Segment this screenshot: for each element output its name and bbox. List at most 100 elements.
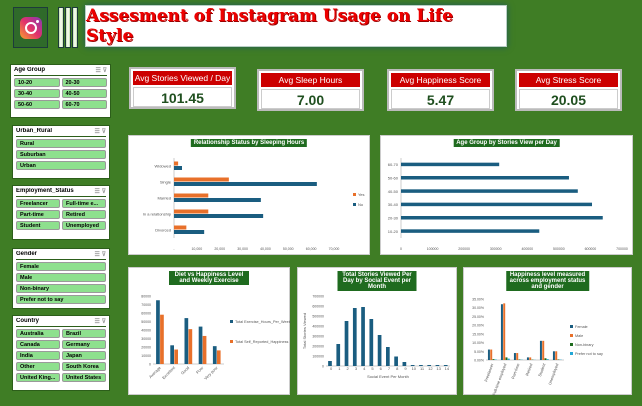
bar bbox=[500, 304, 503, 360]
slicer-item[interactable]: Other bbox=[16, 362, 60, 371]
y-tick-label: 0.00% bbox=[474, 359, 484, 363]
slicer-item[interactable]: Urban bbox=[16, 161, 106, 170]
slicer-item[interactable]: 30-40 bbox=[14, 89, 60, 98]
bar bbox=[435, 365, 440, 366]
bar bbox=[401, 162, 500, 167]
bar bbox=[156, 300, 160, 364]
slicer-item[interactable]: Male bbox=[16, 273, 106, 282]
kpi-value: 5.47 bbox=[391, 89, 490, 109]
slicer-item[interactable]: Brazil bbox=[62, 329, 106, 338]
bar bbox=[552, 351, 555, 360]
bar bbox=[507, 358, 510, 360]
kpi-card: Avg Sleep Hours 7.00 bbox=[257, 69, 364, 111]
y-tick-label: 50000 bbox=[141, 320, 151, 324]
bar bbox=[174, 177, 229, 182]
y-tick-label: 200000 bbox=[312, 345, 324, 349]
bar bbox=[328, 361, 332, 366]
category-label: 40-50 bbox=[388, 189, 399, 194]
slicer-gender[interactable]: Gender ☰ ⊽ Female Male Non-binary Prefer not… bbox=[12, 248, 110, 309]
chart-3[interactable]: Total Stories Viewed Per Day by Social E… bbox=[297, 267, 457, 395]
kpi-value: 20.05 bbox=[519, 89, 618, 109]
category-label: Retired bbox=[524, 363, 533, 377]
clear-filter-icon[interactable]: ⊽ bbox=[101, 319, 106, 325]
multi-select-icon[interactable]: ☰ bbox=[95, 68, 101, 74]
bar bbox=[174, 349, 178, 364]
slicer-item[interactable]: Prefer not to say bbox=[16, 295, 106, 304]
kpi-label: Avg Sleep Hours bbox=[261, 73, 360, 87]
kpi-value: 7.00 bbox=[261, 89, 360, 109]
slicer-item[interactable]: 20-30 bbox=[61, 78, 107, 87]
clear-filter-icon[interactable]: ⊽ bbox=[101, 189, 106, 195]
clear-filter-icon[interactable]: ⊽ bbox=[102, 68, 107, 74]
x-tick-label: 700000 bbox=[616, 247, 628, 251]
clear-filter-icon[interactable]: ⊽ bbox=[101, 252, 106, 258]
multi-select-icon[interactable]: ☰ bbox=[94, 129, 100, 135]
chart-4[interactable]: Happiness level measured across employme… bbox=[463, 267, 632, 396]
slicer-item[interactable]: Female bbox=[16, 262, 106, 271]
y-tick-label: 5.00% bbox=[474, 350, 484, 354]
slicer-item[interactable]: Rural bbox=[16, 139, 106, 148]
slicer-item[interactable]: Unemployed bbox=[62, 221, 106, 230]
slicer-item[interactable]: Canada bbox=[16, 340, 60, 349]
bar bbox=[443, 365, 448, 366]
chart-svg: 0 100000 200000 300000 400000 500000 600000 700… bbox=[302, 295, 450, 379]
category-label: 1 bbox=[338, 366, 341, 371]
x-tick-label: 30,000 bbox=[237, 247, 248, 251]
slicer-item[interactable]: 40-50 bbox=[61, 89, 107, 98]
slicer-item[interactable]: South Korea bbox=[62, 362, 106, 371]
bar bbox=[174, 182, 317, 186]
x-tick-label: - bbox=[173, 247, 175, 251]
slicer-item[interactable]: Student bbox=[16, 221, 60, 230]
y-tick-label: 700000 bbox=[312, 295, 324, 299]
bar bbox=[401, 216, 603, 220]
slicer-item[interactable]: Australia bbox=[16, 329, 60, 338]
slicer-item[interactable]: 60-70 bbox=[61, 100, 107, 109]
bar bbox=[160, 314, 164, 364]
y-tick-label: 40000 bbox=[141, 329, 151, 333]
slicer-item[interactable]: 50-60 bbox=[14, 100, 60, 109]
slicer-item[interactable]: Full-time e... bbox=[62, 199, 106, 208]
slicer-age-group[interactable]: Age Group ☰ ⊽ 10-20 20-30 30-40 40-50 50-60 60… bbox=[10, 64, 111, 118]
legend-swatch bbox=[353, 203, 356, 206]
multi-select-icon[interactable]: ☰ bbox=[94, 252, 100, 258]
slicer-title: Employment_Status bbox=[16, 188, 74, 194]
chart-svg: 0 100000 200000 300000 400000 500000 600000 700… bbox=[388, 158, 628, 251]
chart-1[interactable]: Age Group by Stories View per Day 0 100000… bbox=[380, 135, 633, 255]
slicer-item[interactable]: 10-20 bbox=[14, 78, 60, 87]
chart-2[interactable]: Diet vs Happiness Level and Weekly Exerc… bbox=[128, 267, 291, 395]
category-label: 11 bbox=[420, 366, 425, 371]
x-tick-label: 50,000 bbox=[283, 247, 294, 251]
slicer-urban-rural[interactable]: Urban_Rural ☰ ⊽ Rural Suburban Urban bbox=[12, 125, 110, 179]
multi-select-icon[interactable]: ☰ bbox=[94, 189, 100, 195]
multi-select-icon[interactable]: ☰ bbox=[94, 319, 100, 325]
slicer-item[interactable]: United King... bbox=[16, 373, 60, 382]
slicer-item[interactable]: Part-time bbox=[16, 210, 60, 219]
x-tick-label: 10,000 bbox=[191, 247, 202, 251]
slicer-item[interactable]: United States bbox=[62, 373, 106, 382]
y-tick-label: 20000 bbox=[141, 346, 151, 350]
bar bbox=[518, 359, 521, 360]
bar bbox=[174, 230, 205, 234]
y-tick-label: 60000 bbox=[141, 312, 151, 316]
slicer-item[interactable]: India bbox=[16, 351, 60, 360]
category-label: Student bbox=[537, 362, 547, 378]
y-tick-label: 0 bbox=[149, 363, 151, 367]
y-tick-label: 25.00% bbox=[472, 315, 484, 319]
y-tick-label: 20.00% bbox=[472, 324, 484, 328]
bar bbox=[174, 209, 209, 214]
slicer-item[interactable]: Japan bbox=[62, 351, 106, 360]
slicer-item[interactable]: Germany bbox=[62, 340, 106, 349]
kpi-card: Avg Stress Score 20.05 bbox=[515, 69, 622, 111]
slicer-country[interactable]: Country ☰ ⊽ Australia Brazil Canada Germany I… bbox=[12, 315, 110, 391]
slicer-item[interactable]: Non-binary bbox=[16, 284, 106, 293]
bar bbox=[174, 166, 182, 170]
slicer-employment-status[interactable]: Employment_Status ☰ ⊽ Freelancer Full-time… bbox=[12, 185, 110, 240]
slicer-item[interactable]: Freelancer bbox=[16, 199, 60, 208]
clear-filter-icon[interactable]: ⊽ bbox=[101, 129, 106, 135]
slicer-item[interactable]: Retired bbox=[62, 210, 106, 219]
legend-label: Female bbox=[575, 325, 588, 329]
slicer-item[interactable]: Suburban bbox=[16, 150, 106, 159]
bar bbox=[212, 346, 217, 364]
bar bbox=[394, 356, 398, 366]
chart-0[interactable]: Relationship Status by Sleeping Hours - 10… bbox=[128, 135, 370, 255]
